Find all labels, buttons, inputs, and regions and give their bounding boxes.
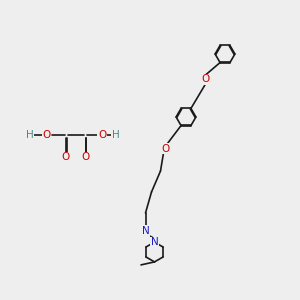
Text: H: H bbox=[26, 130, 34, 140]
Text: O: O bbox=[81, 152, 90, 163]
Text: O: O bbox=[42, 130, 51, 140]
Text: O: O bbox=[98, 130, 106, 140]
Text: N: N bbox=[151, 237, 158, 247]
Text: O: O bbox=[201, 74, 210, 85]
Text: O: O bbox=[62, 152, 70, 163]
Text: O: O bbox=[161, 143, 169, 154]
Text: H: H bbox=[112, 130, 119, 140]
Text: N: N bbox=[142, 226, 149, 236]
